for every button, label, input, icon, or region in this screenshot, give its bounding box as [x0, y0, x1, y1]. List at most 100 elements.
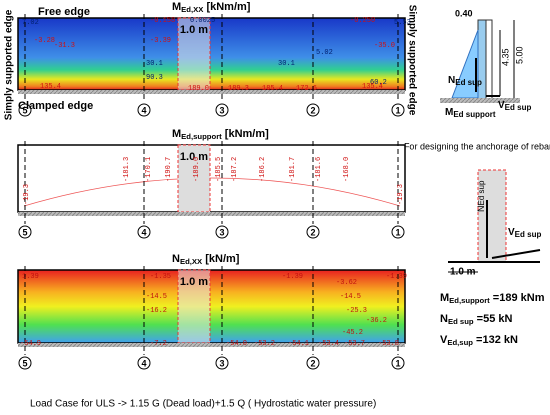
wall-thickness: 0.40	[455, 8, 473, 18]
axis-bubble	[306, 103, 320, 117]
contour-label: -1.39	[282, 273, 303, 281]
plate	[17, 144, 406, 213]
contour-label: -36.2	[366, 317, 387, 325]
axis-label: 2	[310, 105, 315, 115]
axis-bubble	[215, 225, 229, 239]
contour-label: -31.3	[54, 42, 75, 50]
contour-label: -3.28	[34, 37, 55, 45]
result: MEd,support =189 kNm	[440, 292, 545, 305]
contour-label: 5.53	[394, 19, 411, 27]
side-edge-right: Simply supported edge	[406, 5, 417, 116]
anchorage-sketch: For designing the anchorage of rebar NEd…	[404, 141, 550, 277]
axis-label: 4	[141, 227, 146, 237]
axis-bubble	[18, 225, 32, 239]
axis-label: 3	[219, 358, 224, 368]
side-edge-left: Simply supported edge	[4, 9, 15, 120]
contour-label: -181.3	[123, 157, 131, 182]
contour-label: -14.5	[146, 293, 167, 301]
contour-label: -181.6	[315, 157, 323, 182]
n-label: NEd sup	[448, 75, 482, 87]
panel-title: MEd,support [kNm/m]	[172, 128, 269, 141]
result: VEd,sup =132 kN	[440, 334, 518, 347]
load-case: Load Case for ULS -> 1.15 G (Dead load)+…	[30, 399, 376, 410]
contour-label: -189.0	[193, 157, 201, 182]
contour-label: -1.35	[150, 273, 171, 281]
anchorage-v: VEd sup	[508, 227, 541, 239]
axis-bubble	[391, 356, 405, 370]
contour-label: -185.5	[215, 157, 223, 182]
axis-bubble	[18, 356, 32, 370]
plate	[17, 269, 406, 344]
axis-bubble	[215, 356, 229, 370]
contour-label: -170.1	[145, 157, 153, 182]
contour-label: -186.2	[259, 157, 267, 182]
strip-label: 1.0 m	[180, 151, 208, 163]
v-label: VEd sup	[498, 100, 531, 112]
panel-title: MEd,XX [kNm/m]	[172, 1, 251, 14]
axis-bubble	[391, 103, 405, 117]
axis-bubble	[215, 103, 229, 117]
contour-label: 185.4	[262, 85, 283, 93]
m-label: MEd support	[445, 107, 496, 119]
contour-label: -0.250	[350, 17, 375, 25]
contour-label: 189.0	[188, 85, 209, 93]
contour-label: 30.1	[146, 60, 163, 68]
contour-label: -19.3	[23, 184, 31, 205]
wall-sketch: 0.40 4.35 5.00 NEd sup VEd sup MEd suppo…	[440, 8, 531, 119]
axis-bubble	[137, 356, 151, 370]
contour-label: -3.39	[150, 37, 171, 45]
strip-label: 1.0 m	[180, 24, 208, 36]
contour-label: 0.0025	[190, 17, 215, 25]
contour-label: -3.62	[336, 279, 357, 287]
contour-label: -53.4	[318, 340, 339, 348]
axis-label: 5	[22, 358, 27, 368]
axis-label: 4	[141, 105, 146, 115]
contour-label: -181.7	[289, 157, 297, 182]
axis-bubble	[306, 356, 320, 370]
strip	[177, 144, 211, 213]
axis-bubble	[391, 225, 405, 239]
contour-label: -168.0	[343, 157, 351, 182]
axis-bubble	[18, 103, 32, 117]
contour-label: 189.3	[228, 85, 249, 93]
water-height: 4.35	[500, 48, 510, 66]
panel-title: NEd,XX [kN/m]	[172, 253, 240, 266]
axis-label: 3	[219, 105, 224, 115]
result: NEd sup =55 kN	[440, 313, 512, 326]
contour-label: 172.6	[296, 85, 317, 93]
axis-bubble	[137, 225, 151, 239]
contour-label: -1.39	[386, 273, 407, 281]
wall-height: 5.00	[514, 46, 524, 64]
contour-label: 7.02	[22, 19, 39, 27]
contour-label: -35.0	[374, 42, 395, 50]
contour-label: -53.2	[254, 340, 275, 348]
axis-label: 3	[219, 227, 224, 237]
axis-label: 4	[141, 358, 146, 368]
contour-label: -0.158	[150, 17, 175, 25]
clamped-edge: Clamped edge	[18, 100, 93, 112]
contour-label: 90.3	[146, 74, 163, 82]
contour-label: -54.9	[20, 340, 41, 348]
contour-label: -14.5	[340, 293, 361, 301]
anchorage-heading-1: For designing the anchorage of rebar	[404, 141, 550, 151]
ground	[18, 343, 405, 347]
contour-label: 60.2	[370, 79, 387, 87]
axis-label: 2	[310, 227, 315, 237]
axis-bubble	[137, 103, 151, 117]
contour-label: -190.7	[165, 157, 173, 182]
contour-label: -54.0	[226, 340, 247, 348]
axis-label: 1	[395, 227, 400, 237]
anchorage-n: NEd sup	[476, 180, 486, 212]
contour-label: 135.4	[362, 83, 383, 91]
contour-label: -54.1	[288, 340, 309, 348]
support-curve	[23, 177, 401, 207]
anchorage-span: 1.0 m	[450, 267, 476, 278]
contour-label: -187.2	[231, 157, 239, 182]
plate	[17, 17, 406, 91]
contour-label: -45.2	[342, 329, 363, 337]
free-edge: Free edge	[38, 6, 90, 18]
strip	[177, 17, 211, 91]
contour-label: -7.2	[150, 340, 167, 348]
contour-label: -19.3	[397, 184, 405, 205]
axis-label: 2	[310, 358, 315, 368]
